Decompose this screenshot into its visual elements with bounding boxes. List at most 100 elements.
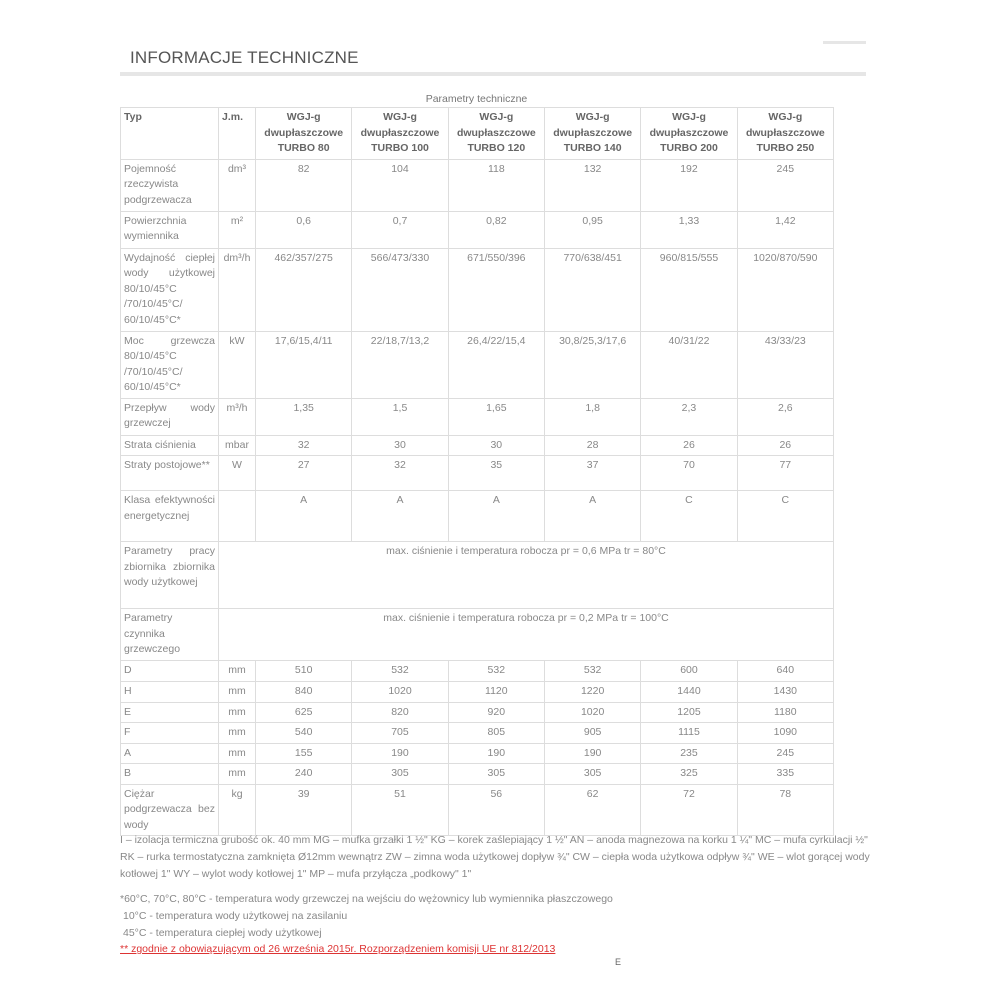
value-cell: 1115 xyxy=(640,722,738,744)
value-cell: 43/33/23 xyxy=(736,330,835,399)
value-cell: A xyxy=(254,490,353,542)
top-divider xyxy=(823,41,866,44)
value-cell: C xyxy=(640,490,738,542)
table-row: Klasa efektywności energetycznej A A A A C C xyxy=(120,490,835,542)
parameter-name: Ciężar podgrzewacza bez wody xyxy=(120,783,219,836)
parameter-name: D xyxy=(120,660,219,682)
unit-cell: dm³ xyxy=(218,158,256,212)
value-cell: 566/473/330 xyxy=(351,247,449,332)
value-cell: 240 xyxy=(254,763,353,785)
table-row: Moc grzewcza 80/10/45°C /70/10/45°C/ 60/… xyxy=(120,330,835,399)
value-cell: 1180 xyxy=(736,701,835,723)
value-cell: 1,33 xyxy=(640,210,738,249)
unit-cell: kW xyxy=(218,330,256,399)
footnote-temperature-hot: 45°C - temperatura ciepłej wody użytkowe… xyxy=(123,927,322,939)
value-cell: 640 xyxy=(736,660,835,682)
value-cell: 40/31/22 xyxy=(640,330,738,399)
value-cell: 462/357/275 xyxy=(254,247,353,332)
parameter-name: B xyxy=(120,763,219,785)
parameter-name: Wydajność ciepłej wody użytkowej 80/10/4… xyxy=(120,247,219,332)
value-cell: 22/18,7/13,2 xyxy=(351,330,449,399)
value-cell: 118 xyxy=(447,158,545,212)
value-cell: 26 xyxy=(640,434,738,456)
column-header: WGJ-g dwupłaszczowe TURBO 200 xyxy=(640,107,738,160)
table-row: Ciężar podgrzewacza bez wody kg 39 51 56 62 72… xyxy=(120,783,835,836)
table-header-row: Typ J.m. WGJ-g dwupłaszczowe TURBO 80 WGJ-g… xyxy=(120,107,835,160)
unit-cell: mm xyxy=(218,722,256,744)
value-cell: 70 xyxy=(640,455,738,491)
column-header: WGJ-g dwupłaszczowe TURBO 80 xyxy=(254,107,353,160)
value-cell: 532 xyxy=(447,660,545,682)
unit-cell: kg xyxy=(218,783,256,836)
table-row: Strata ciśnienia mbar 32 30 30 28 26 26 xyxy=(120,434,835,456)
value-cell: 56 xyxy=(447,783,545,836)
unit-cell: mm xyxy=(218,660,256,682)
regulation-link[interactable]: ** zgodnie z obowiązującym od 26 wrześni… xyxy=(120,943,556,955)
unit-cell: W xyxy=(218,455,256,491)
value-cell: 132 xyxy=(543,158,642,212)
value-cell: 35 xyxy=(447,455,545,491)
value-cell: 190 xyxy=(447,742,545,764)
value-cell: 39 xyxy=(254,783,353,836)
value-cell: 305 xyxy=(351,763,449,785)
parameter-name: Strata ciśnienia xyxy=(120,434,219,456)
value-cell: 62 xyxy=(543,783,642,836)
value-cell: 1205 xyxy=(640,701,738,723)
unit-cell: mm xyxy=(218,681,256,703)
value-cell: 305 xyxy=(447,763,545,785)
value-cell: 335 xyxy=(736,763,835,785)
value-cell: 190 xyxy=(543,742,642,764)
value-cell: 1,35 xyxy=(254,397,353,436)
parameter-name: H xyxy=(120,681,219,703)
unit-cell: mbar xyxy=(218,434,256,456)
value-cell: 960/815/555 xyxy=(640,247,738,332)
parameter-value: max. ciśnienie i temperatura robocza pr … xyxy=(218,541,834,609)
value-cell: A xyxy=(447,490,545,542)
page-mark: E xyxy=(615,957,622,967)
unit-cell: m³/h xyxy=(218,397,256,436)
parameter-name: Parametry czynnika grzewczego xyxy=(120,608,219,661)
value-cell: 1440 xyxy=(640,681,738,703)
unit-cell: mm xyxy=(218,742,256,764)
value-cell: 1020 xyxy=(351,681,449,703)
value-cell: 192 xyxy=(640,158,738,212)
value-cell: 32 xyxy=(254,434,353,456)
parameter-name: Moc grzewcza 80/10/45°C /70/10/45°C/ 60/… xyxy=(120,330,219,399)
value-cell: 28 xyxy=(543,434,642,456)
footnote-temperature-supply: 10°C - temperatura wody użytkowej na zas… xyxy=(123,910,348,922)
technical-parameters-table: Typ J.m. WGJ-g dwupłaszczowe TURBO 80 WGJ-g… xyxy=(120,107,835,836)
parameter-name: F xyxy=(120,722,219,744)
value-cell: 245 xyxy=(736,158,835,212)
unit-cell: mm xyxy=(218,701,256,723)
title-divider xyxy=(120,72,866,76)
value-cell: 1020 xyxy=(543,701,642,723)
parameter-name: Straty postojowe** xyxy=(120,455,219,491)
value-cell: 625 xyxy=(254,701,353,723)
unit-cell xyxy=(218,490,256,542)
value-cell: 540 xyxy=(254,722,353,744)
value-cell: 37 xyxy=(543,455,642,491)
parameter-name: Przepływ wody grzewczej xyxy=(120,397,219,436)
column-header: Typ xyxy=(120,107,219,160)
value-cell: C xyxy=(736,490,835,542)
parameter-name: Powierzchnia wymiennika xyxy=(120,210,219,249)
parameter-name: Klasa efektywności energetycznej xyxy=(120,490,219,542)
value-cell: 190 xyxy=(351,742,449,764)
value-cell: 532 xyxy=(543,660,642,682)
parameter-name: A xyxy=(120,742,219,764)
value-cell: 840 xyxy=(254,681,353,703)
value-cell: 770/638/451 xyxy=(543,247,642,332)
value-cell: 532 xyxy=(351,660,449,682)
value-cell: 77 xyxy=(736,455,835,491)
column-header: WGJ-g dwupłaszczowe TURBO 140 xyxy=(543,107,642,160)
value-cell: 0,82 xyxy=(447,210,545,249)
value-cell: 920 xyxy=(447,701,545,723)
value-cell: 32 xyxy=(351,455,449,491)
value-cell: 82 xyxy=(254,158,353,212)
value-cell: A xyxy=(543,490,642,542)
value-cell: 600 xyxy=(640,660,738,682)
value-cell: 30,8/25,3/17,6 xyxy=(543,330,642,399)
value-cell: 245 xyxy=(736,742,835,764)
